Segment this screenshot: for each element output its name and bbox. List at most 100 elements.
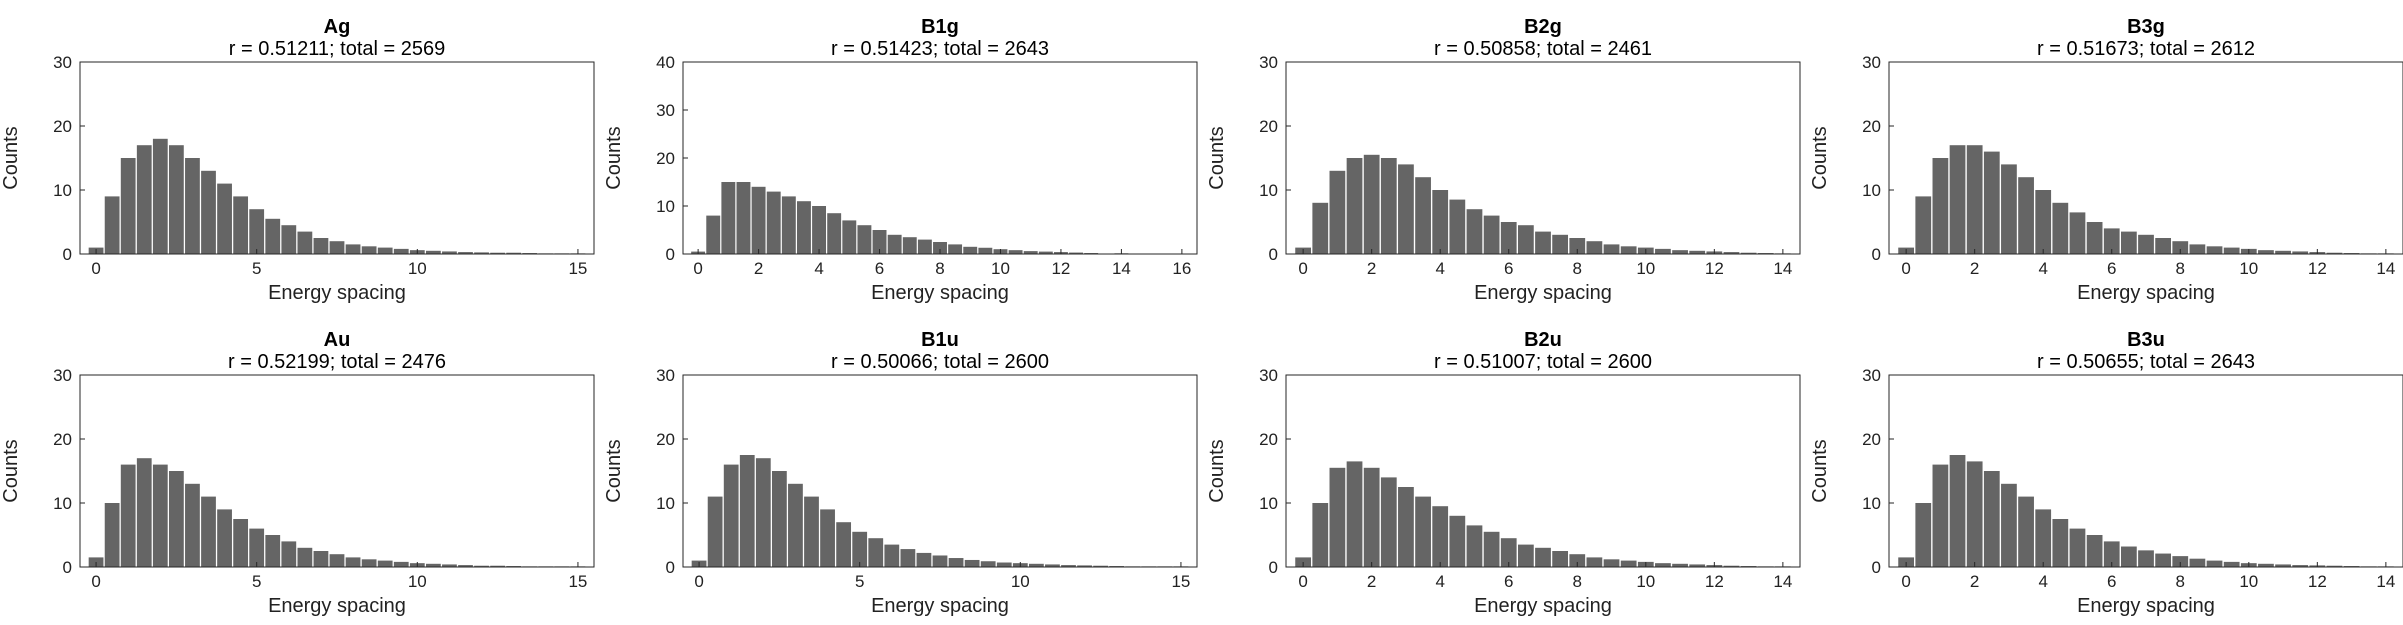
- y-tick-label: 20: [656, 430, 675, 449]
- histogram-bar: [1672, 563, 1688, 567]
- histogram-bar: [361, 559, 377, 567]
- histogram-bar: [458, 565, 473, 567]
- x-tick-label: 8: [2176, 259, 2185, 278]
- histogram-bar: [249, 209, 265, 254]
- histogram-bar: [1603, 559, 1620, 567]
- histogram-bar: [788, 483, 803, 567]
- x-axis-label: Energy spacing: [871, 595, 1009, 617]
- histogram-bar: [377, 247, 393, 254]
- histogram-bar: [185, 158, 200, 254]
- y-tick-label: 10: [1259, 181, 1278, 200]
- x-tick-label: 4: [1435, 572, 1444, 591]
- axes-box: [1888, 61, 2403, 255]
- histogram-bar: [996, 562, 1012, 567]
- y-tick-label: 0: [1872, 558, 1881, 577]
- histogram-bar: [265, 535, 281, 567]
- y-axis-label: Counts: [1206, 439, 1228, 502]
- histogram-bar: [1552, 234, 1569, 254]
- histogram-bar: [490, 252, 506, 254]
- histogram-bar: [2275, 250, 2291, 254]
- histogram-bar: [2035, 190, 2052, 254]
- histogram-bar: [104, 196, 120, 254]
- histogram-bar: [1398, 164, 1414, 254]
- x-tick-label: 0: [91, 572, 100, 591]
- y-axis-label: Counts: [0, 439, 22, 502]
- histogram-bar: [329, 554, 345, 567]
- histogram-bar: [1415, 177, 1431, 254]
- y-tick-label: 0: [1269, 245, 1278, 264]
- x-axis-label: Energy spacing: [871, 282, 1009, 304]
- histogram-bar: [1932, 158, 1949, 254]
- histogram-bar: [804, 496, 819, 567]
- x-tick-label: 0: [1298, 572, 1307, 591]
- histogram-bar: [249, 528, 265, 567]
- histogram-bar: [152, 138, 168, 254]
- histogram-bar: [2018, 496, 2034, 567]
- x-tick-label: 0: [693, 259, 702, 278]
- y-axis-label: Counts: [1809, 126, 1831, 189]
- histogram-bar: [1949, 145, 1966, 254]
- y-tick-label: 0: [666, 245, 675, 264]
- histogram-bar: [2206, 560, 2223, 567]
- histogram-bar: [2018, 177, 2034, 254]
- histogram-bar: [1466, 525, 1483, 567]
- x-axis-label: Energy spacing: [2077, 282, 2215, 304]
- histogram-bar: [868, 538, 884, 567]
- histogram-bar: [2155, 553, 2172, 567]
- histogram-bar: [1061, 565, 1076, 567]
- x-tick-label: 2: [1367, 572, 1376, 591]
- histogram-bar: [1380, 158, 1397, 254]
- histogram-bar: [329, 241, 345, 254]
- histogram-bar: [2069, 212, 2086, 254]
- histogram-bar: [1312, 202, 1329, 254]
- histogram-bar: [136, 458, 152, 567]
- histogram-bar: [136, 145, 152, 254]
- histogram-bar: [917, 239, 932, 254]
- y-tick-label: 10: [53, 181, 72, 200]
- x-tick-label: 10: [991, 259, 1010, 278]
- y-tick-label: 20: [1259, 430, 1278, 449]
- x-tick-label: 10: [408, 572, 427, 591]
- histogram-bar: [2120, 546, 2137, 567]
- histogram-bar: [820, 509, 835, 567]
- histogram-bar: [120, 158, 136, 254]
- histogram-bar: [978, 247, 993, 254]
- histogram-bar: [1603, 244, 1620, 254]
- histogram-bar: [474, 252, 489, 254]
- y-tick-label: 30: [1862, 53, 1881, 72]
- histogram-bar: [963, 246, 978, 254]
- histogram-bar: [1329, 467, 1346, 567]
- histogram-bar: [736, 182, 751, 254]
- x-tick-label: 4: [1435, 259, 1444, 278]
- y-tick-label: 40: [656, 53, 675, 72]
- x-tick-label: 12: [1705, 259, 1724, 278]
- histogram-bar: [1380, 477, 1397, 567]
- histogram-bar: [2275, 564, 2291, 567]
- histogram-bar: [755, 458, 771, 567]
- histogram-bar: [2001, 483, 2017, 567]
- x-tick-label: 2: [1367, 259, 1376, 278]
- x-tick-label: 12: [2308, 259, 2327, 278]
- y-tick-label: 20: [1259, 117, 1278, 136]
- histogram-bar: [2258, 563, 2274, 567]
- y-tick-label: 30: [1862, 366, 1881, 385]
- histogram-bar: [377, 560, 393, 567]
- histogram-bar: [916, 552, 932, 567]
- histogram-bar: [1028, 563, 1044, 567]
- histogram-bar: [2103, 541, 2120, 567]
- y-tick-label: 0: [1269, 558, 1278, 577]
- histogram-bar: [827, 213, 842, 254]
- histogram-bar: [313, 238, 329, 254]
- histogram-bar: [217, 183, 232, 254]
- x-tick-label: 6: [1504, 259, 1513, 278]
- x-tick-label: 0: [1298, 259, 1307, 278]
- histogram-bar: [1932, 464, 1949, 567]
- y-tick-label: 20: [53, 117, 72, 136]
- histogram-bar: [1655, 563, 1671, 567]
- histogram-bar: [1449, 199, 1466, 254]
- histogram-bar: [1449, 515, 1466, 567]
- x-axis-label: Energy spacing: [2077, 595, 2215, 617]
- y-tick-label: 30: [53, 53, 72, 72]
